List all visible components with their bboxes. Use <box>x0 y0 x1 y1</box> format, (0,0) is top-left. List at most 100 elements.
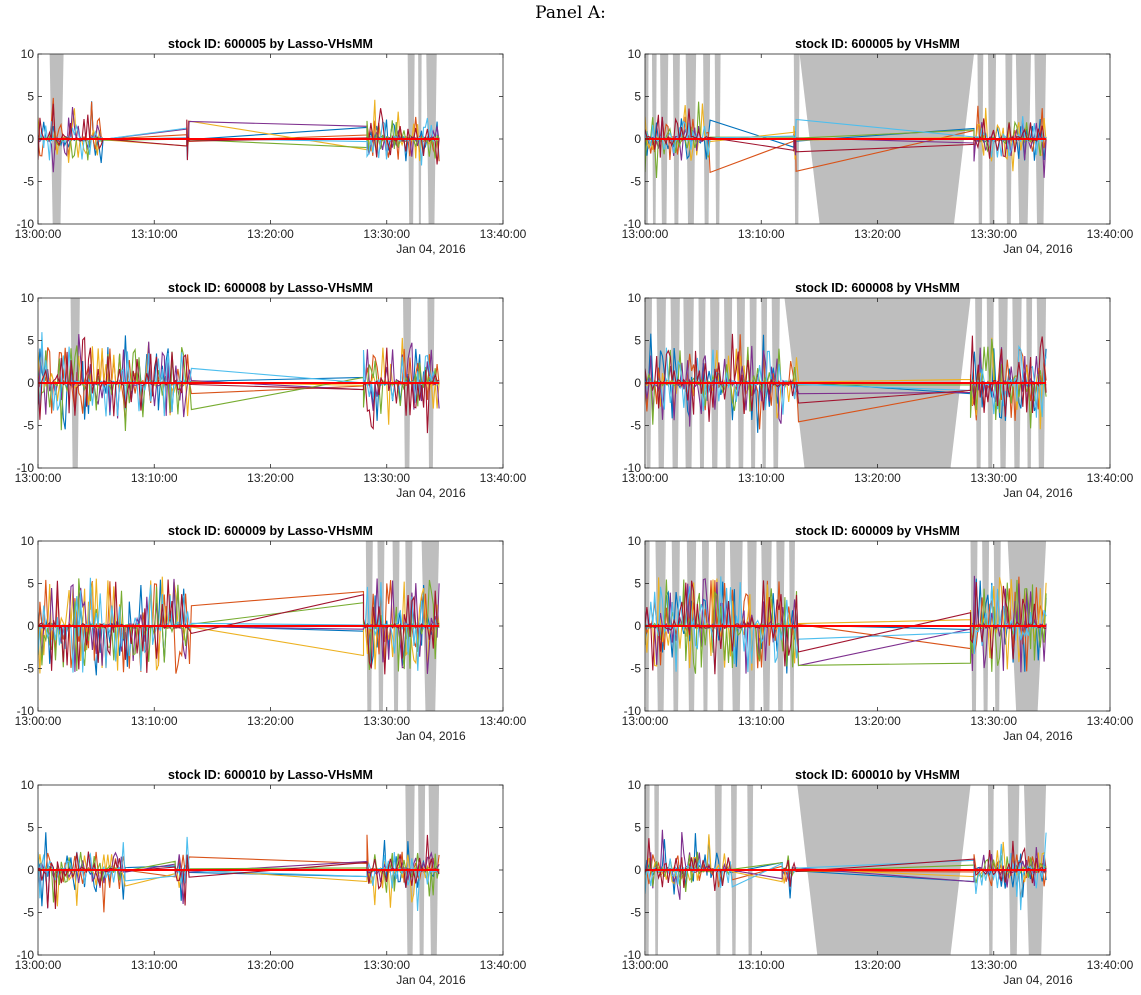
y-tick-label: -5 <box>23 419 34 433</box>
panel-title: Panel A: <box>535 3 606 23</box>
y-tick-label: 10 <box>628 291 642 305</box>
subplot-title: stock ID: 600008 by VHsMM <box>795 281 960 295</box>
x-tick-label: 13:10:00 <box>131 471 178 485</box>
x-tick-label: 13:20:00 <box>854 958 901 972</box>
subplot-title: stock ID: 600010 by VHsMM <box>795 768 960 782</box>
x-tick-label: 13:10:00 <box>131 227 178 241</box>
x-tick-label: 13:00:00 <box>15 958 62 972</box>
x-tick-label: 13:10:00 <box>738 471 785 485</box>
x-tick-label: 13:10:00 <box>738 714 785 728</box>
y-tick-label: -10 <box>17 704 35 718</box>
x-tick-label: 13:40:00 <box>480 227 527 241</box>
x-tick-label: 13:30:00 <box>363 958 410 972</box>
x-tick-label: 13:20:00 <box>247 227 294 241</box>
subplot-600009-lasso-vhsmm: stock ID: 600009 by Lasso-VHsMM 10 5 0 -5 -10… <box>15 524 527 743</box>
series-lines <box>38 832 440 913</box>
x-tick-label: 13:40:00 <box>1087 471 1134 485</box>
subplot-title: stock ID: 600005 by VHsMM <box>795 37 960 51</box>
subplot-title: stock ID: 600010 by Lasso-VHsMM <box>168 768 373 782</box>
subplot-600008-lasso-vhsmm: stock ID: 600008 by Lasso-VHsMM 10 5 0 -5 -10… <box>15 281 527 500</box>
x-tick-label: 13:40:00 <box>480 958 527 972</box>
y-tick-label: 0 <box>27 132 34 146</box>
y-tick-label: 5 <box>634 577 641 591</box>
subplot-600005-vhsmm: stock ID: 600005 by VHsMM 10 5 0 -5 -1013:00:… <box>622 37 1134 256</box>
date-label: Jan 04, 2016 <box>1003 729 1073 743</box>
subplot-600009-vhsmm: stock ID: 600009 by VHsMM 10 5 0 -5 -1013:00:… <box>622 524 1134 743</box>
x-tick-label: 13:20:00 <box>247 714 294 728</box>
y-tick-label: 0 <box>634 376 641 390</box>
subplot-600005-lasso-vhsmm: stock ID: 600005 by Lasso-VHsMM 10 5 0 -5 -10… <box>15 37 527 256</box>
x-tick-label: 13:00:00 <box>15 714 62 728</box>
x-tick-label: 13:40:00 <box>480 471 527 485</box>
x-tick-label: 13:20:00 <box>854 227 901 241</box>
x-tick-label: 13:30:00 <box>363 227 410 241</box>
y-tick-label: 10 <box>628 534 642 548</box>
y-tick-label: -5 <box>630 175 641 189</box>
y-tick-label: 0 <box>634 619 641 633</box>
x-tick-label: 13:30:00 <box>970 958 1017 972</box>
subplot-600008-vhsmm: stock ID: 600008 by VHsMM 10 5 0 -5 -1013:00:… <box>622 281 1134 500</box>
x-tick-label: 13:10:00 <box>131 958 178 972</box>
subplot-600010-vhsmm: stock ID: 600010 by VHsMM 10 5 0 -5 -1013:00:… <box>622 768 1134 987</box>
x-tick-label: 13:20:00 <box>247 471 294 485</box>
y-tick-label: -5 <box>23 175 34 189</box>
y-tick-label: -5 <box>630 662 641 676</box>
series-line <box>645 116 1047 158</box>
x-tick-label: 13:30:00 <box>970 714 1017 728</box>
subplot-title: stock ID: 600009 by Lasso-VHsMM <box>168 524 373 538</box>
x-tick-label: 13:10:00 <box>738 958 785 972</box>
x-tick-label: 13:10:00 <box>738 227 785 241</box>
y-tick-label: 5 <box>27 577 34 591</box>
x-tick-label: 13:40:00 <box>480 714 527 728</box>
y-tick-label: 5 <box>27 821 34 835</box>
date-label: Jan 04, 2016 <box>396 729 466 743</box>
x-tick-label: 13:40:00 <box>1087 958 1134 972</box>
y-tick-label: 0 <box>634 132 641 146</box>
x-tick-label: 13:30:00 <box>363 714 410 728</box>
x-tick-label: 13:20:00 <box>854 714 901 728</box>
y-tick-label: -5 <box>630 419 641 433</box>
x-tick-label: 13:30:00 <box>363 471 410 485</box>
x-tick-label: 13:10:00 <box>131 714 178 728</box>
x-tick-label: 13:00:00 <box>622 958 669 972</box>
subplot-600010-lasso-vhsmm: stock ID: 600010 by Lasso-VHsMM 10 5 0 -5 -10… <box>15 768 527 987</box>
series-line <box>645 829 1047 900</box>
y-tick-label: 10 <box>21 291 35 305</box>
y-tick-label: 5 <box>634 334 641 348</box>
date-label: Jan 04, 2016 <box>396 486 466 500</box>
date-label: Jan 04, 2016 <box>1003 486 1073 500</box>
y-tick-label: -5 <box>23 906 34 920</box>
subplot-title: stock ID: 600009 by VHsMM <box>795 524 960 538</box>
date-label: Jan 04, 2016 <box>1003 973 1073 987</box>
series-line <box>38 851 440 903</box>
subplot-title: stock ID: 600005 by Lasso-VHsMM <box>168 37 373 51</box>
y-tick-label: 5 <box>634 821 641 835</box>
series-line <box>38 336 440 434</box>
date-label: Jan 04, 2016 <box>396 242 466 256</box>
series-line <box>645 344 1047 418</box>
x-tick-label: 13:30:00 <box>970 227 1017 241</box>
y-tick-label: -10 <box>624 461 642 475</box>
date-label: Jan 04, 2016 <box>396 973 466 987</box>
series-lines <box>38 97 440 173</box>
y-tick-label: -10 <box>624 704 642 718</box>
y-tick-label: 5 <box>634 90 641 104</box>
x-tick-label: 13:00:00 <box>622 714 669 728</box>
y-tick-label: -10 <box>17 948 35 962</box>
y-tick-label: -5 <box>630 906 641 920</box>
y-tick-label: 10 <box>628 47 642 61</box>
y-tick-label: 10 <box>628 778 642 792</box>
x-tick-label: 13:40:00 <box>1087 714 1134 728</box>
y-tick-label: 0 <box>634 863 641 877</box>
y-tick-label: 0 <box>27 863 34 877</box>
y-tick-label: 10 <box>21 47 35 61</box>
y-tick-label: 0 <box>27 619 34 633</box>
y-tick-label: 10 <box>21 534 35 548</box>
x-tick-label: 13:00:00 <box>15 471 62 485</box>
y-tick-label: 10 <box>21 778 35 792</box>
series-line <box>645 576 1047 673</box>
series-line <box>645 832 1047 911</box>
x-tick-label: 13:20:00 <box>247 958 294 972</box>
subplot-title: stock ID: 600008 by Lasso-VHsMM <box>168 281 373 295</box>
